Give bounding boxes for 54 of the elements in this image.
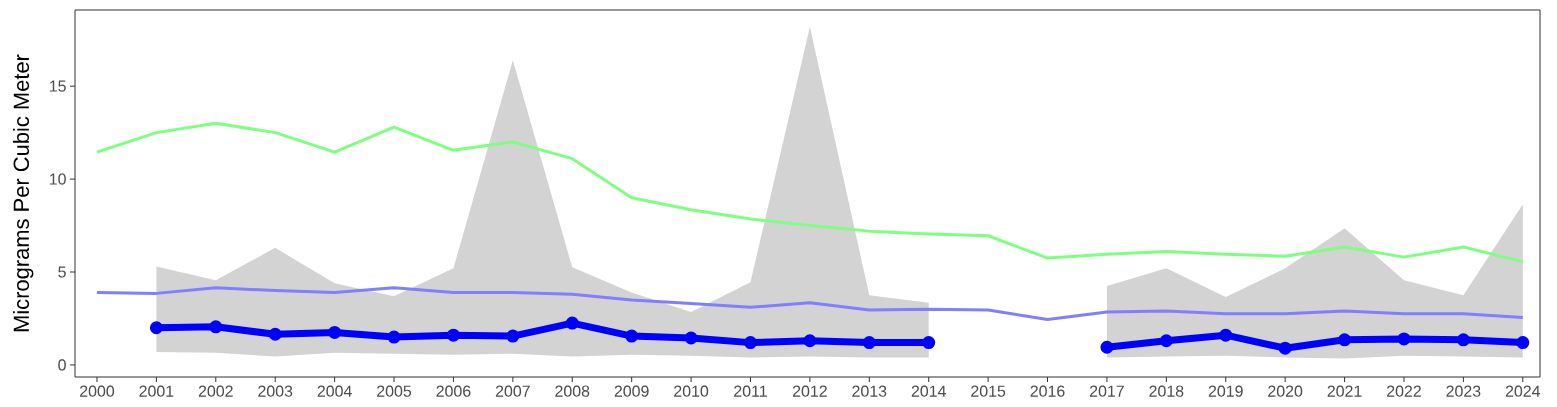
y-tick-label: 10 xyxy=(49,173,66,185)
x-tick-label: 2024 xyxy=(1505,385,1541,397)
x-tick-label: 2017 xyxy=(1090,385,1124,397)
point xyxy=(1456,333,1470,347)
x-tick-label: 2019 xyxy=(1208,385,1243,397)
point xyxy=(387,330,401,344)
y-tick-label: 0 xyxy=(58,359,66,371)
x-tick-label: 2009 xyxy=(614,385,649,397)
x-tick-label: 2022 xyxy=(1387,385,1421,397)
x-tick-label: 2000 xyxy=(80,385,115,397)
x-tick-label: 2006 xyxy=(436,385,471,397)
x-tick-label: 2003 xyxy=(258,385,293,397)
x-tick-label: 2016 xyxy=(1030,385,1065,397)
point xyxy=(1338,333,1352,347)
point xyxy=(565,316,579,330)
point xyxy=(862,336,876,350)
x-tick-label: 2012 xyxy=(792,385,827,397)
x-tick-label: 2015 xyxy=(971,385,1006,397)
y-axis-title: Micrograms Per Cubic Meter xyxy=(12,54,34,332)
point xyxy=(1219,328,1233,342)
point xyxy=(1100,340,1114,354)
y-tick-label: 15 xyxy=(49,80,66,92)
line-series xyxy=(95,286,1525,321)
x-tick-label: 2018 xyxy=(1149,385,1184,397)
point xyxy=(328,325,342,339)
point xyxy=(922,336,936,350)
point xyxy=(1159,334,1173,348)
point xyxy=(1278,341,1292,355)
x-tick-label: 2014 xyxy=(911,385,946,397)
x-tick-label: 2023 xyxy=(1446,385,1481,397)
point xyxy=(743,336,757,350)
x-tick-label: 2011 xyxy=(734,385,767,397)
point xyxy=(268,327,282,341)
x-tick-label: 2010 xyxy=(674,385,709,397)
line-series xyxy=(95,121,1525,264)
point xyxy=(625,329,639,343)
point xyxy=(803,334,817,348)
x-tick-label: 2007 xyxy=(495,385,530,397)
x-tick-label: 2020 xyxy=(1268,385,1303,397)
point xyxy=(446,328,460,342)
point xyxy=(684,331,698,345)
point xyxy=(1516,336,1530,350)
y-tick-label: 5 xyxy=(58,266,66,278)
point xyxy=(209,320,223,334)
point xyxy=(149,321,163,335)
x-tick-label: 2013 xyxy=(852,385,887,397)
point xyxy=(1397,332,1411,346)
x-tick-label: 2002 xyxy=(198,385,233,397)
x-tick-label: 2005 xyxy=(377,385,412,397)
x-tick-label: 2008 xyxy=(555,385,590,397)
x-tick-label: 2004 xyxy=(317,385,352,397)
x-tick-label: 2001 xyxy=(139,385,174,397)
point xyxy=(506,329,520,343)
x-tick-label: 2021 xyxy=(1327,385,1362,397)
